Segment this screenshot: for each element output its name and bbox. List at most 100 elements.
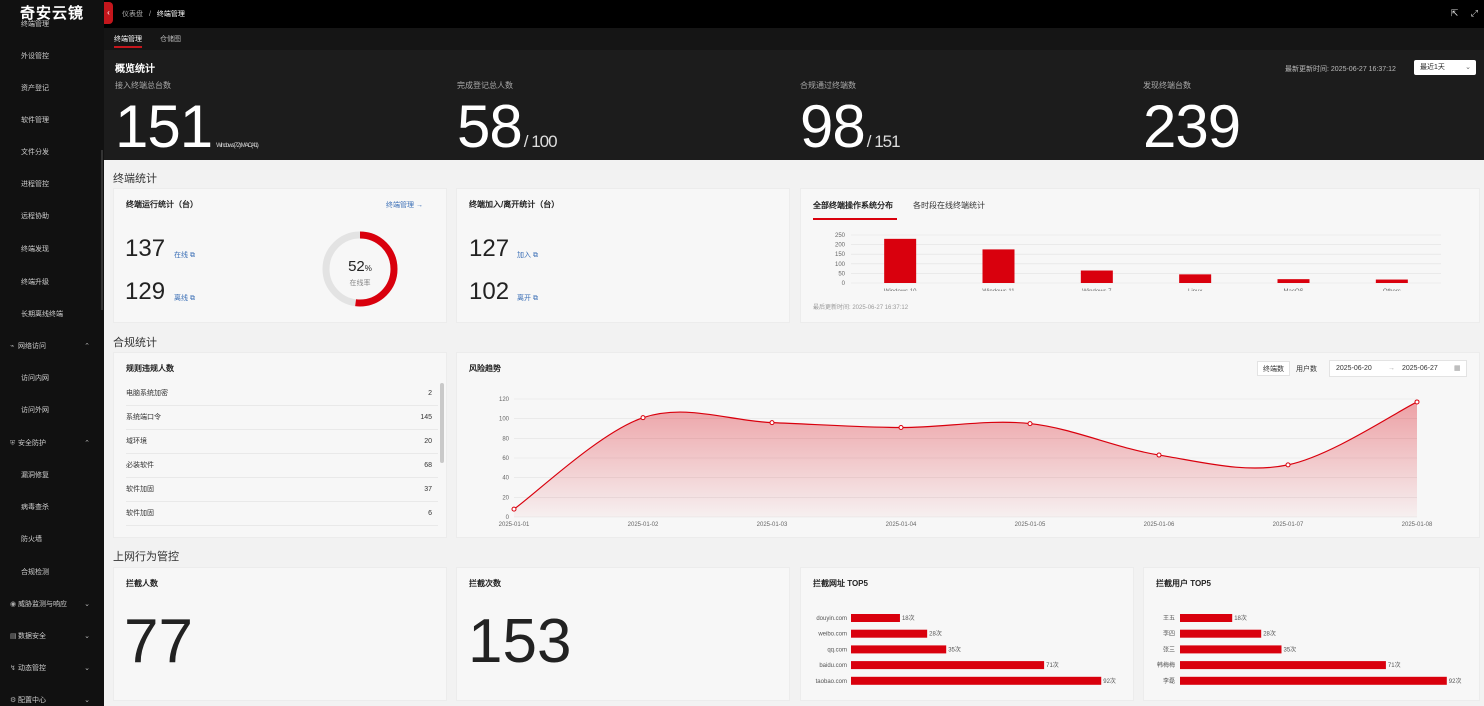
terminal-count-toggle[interactable]: 终端数 [1257,361,1290,376]
stat-discovered: 发现终端台数 239 [1143,81,1241,160]
bar [851,629,928,638]
external-link-icon: ⧉ [189,252,195,259]
card-title: 风险趋势 [469,364,501,373]
violation-row[interactable]: 系统端口令 145 [126,406,438,430]
sidebar-item-label: 动态管控 [18,665,46,672]
online-link[interactable]: 在线 ⧉ [174,252,195,259]
sidebar-item[interactable]: 访问外网 [0,402,104,420]
sidebar-item[interactable]: 漏洞修复 [0,467,104,485]
x-tick-label: 2025-01-07 [1273,522,1304,528]
export-icon[interactable]: ⇱ [1450,8,1459,18]
bar-label: 王五 [1163,615,1175,622]
bar-label: baidu.com [819,663,847,669]
bar-label: weibo.com [817,632,847,638]
sidebar-item[interactable]: 合规检测 [0,564,104,582]
sidebar-item[interactable]: ◉ 威胁监测与响应 ⌄ [0,596,104,614]
fullscreen-icon[interactable]: ⤢ [1470,8,1478,18]
breadcrumb-current: 终端管理 [156,11,185,18]
sidebar-item[interactable]: ▤数据安全 ⌄ [0,628,104,646]
terminal-manage-link[interactable]: 终端管理 → [386,202,423,209]
overview-panel: 概览统计 最新更新时间: 2025-06-27 16:37:12 最近1天 ⌄ 接… [104,50,1484,160]
violation-row[interactable]: 必装软件 68 [126,454,438,478]
violations-scrollbar[interactable] [440,383,444,463]
card-top-sites: 拦截网址 TOP5 douyin.com 18次 weibo.com 28次 qq.co… [800,567,1134,701]
join-link[interactable]: 加入 ⧉ [517,252,538,259]
violation-row[interactable]: 电脑系统加密 2 [126,382,438,406]
section-web-behavior: 上网行为管控 [113,551,179,563]
date-range-arrow: → [1388,365,1395,372]
violation-row[interactable]: 软件加固 37 [126,478,438,502]
external-link-icon: ⧉ [532,252,538,259]
os-bar [982,249,1015,283]
risk-point [1156,452,1162,458]
date-from[interactable]: 2025-06-20 [1336,365,1372,372]
sidebar-item[interactable]: 终端升级 [0,274,104,292]
date-to[interactable]: 2025-06-27 [1402,365,1438,372]
y-tick-label: 60 [502,456,509,462]
stat-compliant: 合规通过终端数 98/ 151 [800,81,901,160]
bar-value-label: 35次 [1284,645,1297,653]
sidebar-scrollbar[interactable] [101,150,103,310]
y-tick-label: 100 [499,417,510,423]
sidebar-item[interactable]: ↯ 动态管控 ⌄ [0,660,104,678]
card-blocked-times: 拦截次数 153 [456,567,790,701]
sidebar-item[interactable]: 病毒查杀 [0,499,104,517]
sidebar-item-label: 合规检测 [21,569,49,576]
sidebar-item[interactable]: 文件分发 [0,144,104,162]
calendar-icon[interactable]: ▦ [1454,365,1461,372]
leave-link[interactable]: 离开 ⧉ [517,295,538,302]
violation-value: 68 [424,462,432,469]
date-range-picker[interactable]: 2025-06-20 → 2025-06-27 ▦ [1329,360,1467,377]
sidebar-item[interactable]: 终端管理 [0,16,104,34]
tab-terminal-management[interactable]: 终端管理 [114,36,142,48]
tab-warehouse[interactable]: 仓储图 [160,36,181,43]
breadcrumb-root[interactable]: 仪表盘 [122,11,143,18]
sidebar-item[interactable]: 远程协助 [0,208,104,226]
online-rate-donut: 52% 在线率 [322,231,398,307]
tab-os-distribution[interactable]: 全部终端操作系统分布 [813,201,893,210]
sidebar-item[interactable]: 软件管理 [0,112,104,130]
x-tick-label: Windows 10 [884,289,917,291]
bar [851,661,1045,670]
sidebar-item[interactable]: ⚙ 配置中心 ⌄ [0,692,104,706]
violation-row[interactable]: 软件加固 6 [126,502,438,526]
sidebar-item[interactable]: 终端发现 [0,241,104,259]
menu-group-icon: ▤ [10,633,17,640]
os-updated: 最后更新时间: 2025-06-27 16:37:12 [813,305,909,311]
sidebar-item-label: 防火墙 [21,536,42,543]
sidebar-item[interactable]: 外设管控 [0,48,104,66]
sidebar-item[interactable]: 访问内网 [0,370,104,388]
x-tick-label: 2025-01-04 [886,522,917,528]
user-count-toggle[interactable]: 用户数 [1296,366,1317,373]
collapse-sidebar-button[interactable]: ‹ [104,2,113,24]
os-bar [1179,274,1212,283]
sidebar-item[interactable]: 资产登记 [0,80,104,98]
app-logo: 奇安云镜 [19,5,84,22]
x-tick-label: Windows 11 [982,289,1015,291]
bar-value-label: 28次 [929,630,942,638]
sidebar-item[interactable]: 防火墙 [0,531,104,549]
risk-point [1027,421,1033,427]
risk-line [513,401,1418,510]
offline-link[interactable]: 离线 ⧉ [174,295,195,302]
sidebar-item[interactable]: 进程管控 [0,176,104,194]
card-title: 拦截网址 TOP5 [813,579,868,588]
sidebar-item-label: 长期离线终端 [21,311,63,318]
violation-value: 20 [424,438,432,445]
os-bar [1375,279,1408,283]
sidebar-item[interactable]: 长期离线终端 [0,306,104,324]
stat-value: 151 [115,93,213,160]
x-tick-label: 2025-01-01 [499,522,530,528]
external-link-icon: ⧉ [189,295,195,302]
overview-title: 概览统计 [115,64,155,75]
sidebar-item[interactable]: ⌁ 网络访问 ⌃ [0,338,104,356]
stat-terminals: 接入终端总台数 151 Windows(72) MAC(41) [115,81,259,160]
tab-online-by-period[interactable]: 各时段在线终端统计 [913,201,985,210]
y-tick-label: 250 [835,233,846,239]
time-range-select[interactable]: 最近1天 ⌄ [1414,60,1476,75]
sidebar-item[interactable]: ⛨ 安全防护 ⌃ [0,435,104,453]
x-tick-label: 2025-01-08 [1402,522,1433,528]
os-bar-chart: 0 50 100 150 200 250 Windows 10 Windows 11 Windo… [835,233,1441,291]
violation-row[interactable]: 域环境 20 [126,430,438,454]
sidebar-item-label: 软件管理 [21,117,49,124]
